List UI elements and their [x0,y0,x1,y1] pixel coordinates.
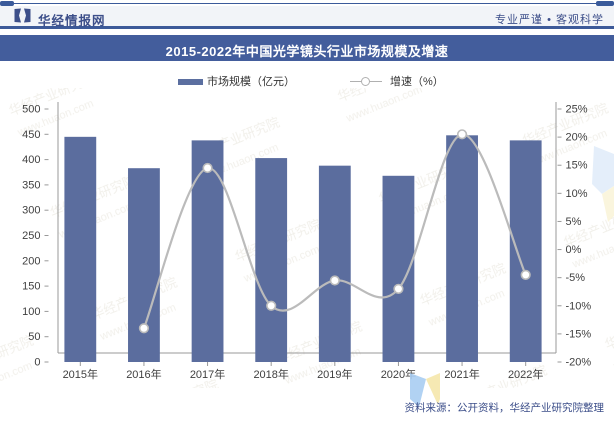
svg-text:2017年: 2017年 [190,367,225,381]
svg-text:0%: 0% [566,244,582,256]
svg-text:450: 450 [22,129,40,141]
svg-text:2018年: 2018年 [253,367,288,381]
svg-text:15%: 15% [566,160,588,172]
svg-text:2015年: 2015年 [63,367,98,381]
svg-text:400: 400 [22,154,40,166]
svg-text:5%: 5% [566,216,582,228]
svg-text:-20%: -20% [566,357,592,369]
svg-text:25%: 25% [566,104,588,116]
svg-text:200: 200 [22,255,40,267]
svg-text:-10%: -10% [566,300,592,312]
svg-text:2019年: 2019年 [317,367,352,381]
svg-text:-15%: -15% [566,328,592,340]
svg-text:2016年: 2016年 [126,367,161,381]
svg-text:100: 100 [22,306,40,318]
svg-text:2022年: 2022年 [508,367,543,381]
svg-text:-5%: -5% [566,272,586,284]
svg-text:10%: 10% [566,188,588,200]
svg-text:20%: 20% [566,132,588,144]
svg-text:0: 0 [34,357,40,369]
svg-text:2021年: 2021年 [444,367,479,381]
svg-text:350: 350 [22,179,40,191]
svg-text:300: 300 [22,205,40,217]
svg-text:50: 50 [28,331,40,343]
svg-text:500: 500 [22,104,40,116]
svg-text:150: 150 [22,281,40,293]
svg-text:250: 250 [22,230,40,242]
